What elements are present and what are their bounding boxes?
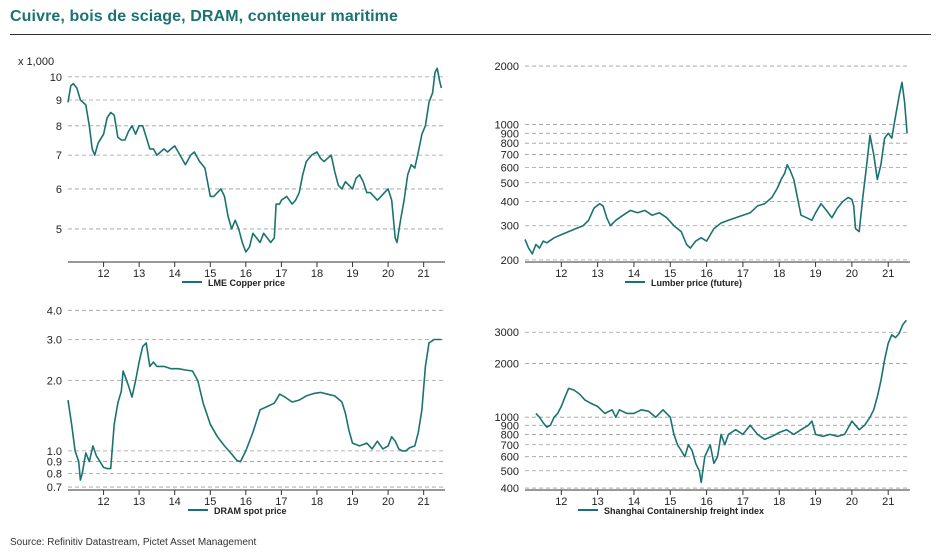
x-tick-label: 19 [809,496,821,508]
y-tick-label: 8 [56,121,62,133]
series-line [535,319,908,484]
series-line [67,338,442,481]
x-tick-label: 21 [882,268,894,280]
x-tick-label: 13 [133,268,145,280]
legend-label: Shanghai Containership freight index [604,506,764,516]
x-tick-label: 14 [169,496,181,508]
x-tick-label: 17 [275,496,287,508]
x-tick-label: 21 [418,268,430,280]
y-tick-label: 0.9 [47,457,62,469]
x-tick-label: 20 [382,268,394,280]
y-tick-label: 10 [50,72,62,84]
legend-label: DRAM spot price [214,506,287,516]
y-tick-label: 5 [56,224,62,236]
x-tick-label: 17 [737,268,749,280]
y-tick-label: 6 [56,184,62,196]
x-tick-label: 17 [275,268,287,280]
y-tick-label: 800 [501,138,519,150]
source-note: Source: Refinitiv Datastream, Pictet Ass… [10,537,257,548]
y-tick-label: 600 [501,162,519,174]
x-tick-label: 14 [628,496,640,508]
chart-panel-3: 4.0 3.0 2.0 1.00.90.80.7 12 13 14 15 16 17 18 19 20 2… [47,305,445,516]
y-axis-label: x 1,000 [18,56,54,68]
y-tick-label: 500 [501,466,519,478]
y-tick-label: 1000 [495,119,519,131]
y-tick-label: 1000 [495,412,519,424]
y-tick-label: 400 [501,483,519,495]
y-tick-label: 500 [501,178,519,190]
x-tick-label: 18 [311,496,323,508]
series-line [67,67,443,253]
x-tick-label: 13 [133,496,145,508]
x-tick-label: 16 [700,496,712,508]
series-line [524,81,908,255]
y-tick-label: 400 [501,197,519,209]
x-tick-label: 18 [311,268,323,280]
y-tick-label: 2000 [495,359,519,371]
x-tick-label: 21 [418,496,430,508]
y-tick-label: 3.0 [47,335,62,347]
y-tick-label: 800 [501,429,519,441]
y-tick-label: 0.8 [47,469,62,481]
x-tick-label: 19 [346,496,358,508]
x-tick-label: 19 [809,268,821,280]
y-tick-label: 2.0 [47,376,62,388]
chart-panel-1: 10 9 8 7 6 5 x 1,000 12 13 14 15 16 17 18 19 20 21 LME Co… [18,56,445,288]
title-divider [10,34,931,35]
x-tick-label: 18 [773,496,785,508]
page-title: Cuivre, bois de sciage, DRAM, conteneur … [10,8,399,25]
y-tick-label: 300 [501,221,519,233]
x-tick-label: 12 [555,496,567,508]
x-tick-label: 20 [382,496,394,508]
x-tick-label: 13 [592,496,604,508]
x-tick-label: 16 [240,496,252,508]
x-tick-label: 12 [555,268,567,280]
x-tick-label: 18 [773,268,785,280]
y-tick-label: 600 [501,452,519,464]
x-tick-label: 19 [346,268,358,280]
x-tick-label: 21 [882,496,894,508]
x-tick-label: 20 [846,496,858,508]
y-tick-label: 1.0 [47,446,62,458]
x-tick-label: 14 [169,268,181,280]
y-tick-label: 700 [501,149,519,161]
y-tick-label: 4.0 [47,305,62,317]
x-tick-label: 15 [204,496,216,508]
legend-label: Lumber price (future) [651,278,742,288]
x-tick-label: 16 [240,268,252,280]
y-tick-label: 0.7 [47,482,62,494]
x-tick-label: 12 [97,496,109,508]
y-tick-label: 200 [501,255,519,267]
y-tick-label: 2000 [495,61,519,73]
x-tick-label: 17 [737,496,749,508]
legend-label: LME Copper price [208,278,285,288]
x-tick-label: 16 [700,268,712,280]
y-tick-label: 7 [56,150,62,162]
y-tick-label: 900 [501,420,519,432]
x-tick-label: 14 [628,268,640,280]
y-tick-label: 3000 [495,327,519,339]
y-tick-label: 9 [56,95,62,107]
y-tick-label: 900 [501,128,519,140]
x-tick-label: 15 [664,496,676,508]
x-tick-label: 13 [592,268,604,280]
x-tick-label: 15 [204,268,216,280]
x-tick-label: 12 [97,268,109,280]
x-tick-label: 15 [664,268,676,280]
x-tick-label: 20 [846,268,858,280]
y-tick-label: 700 [501,440,519,452]
